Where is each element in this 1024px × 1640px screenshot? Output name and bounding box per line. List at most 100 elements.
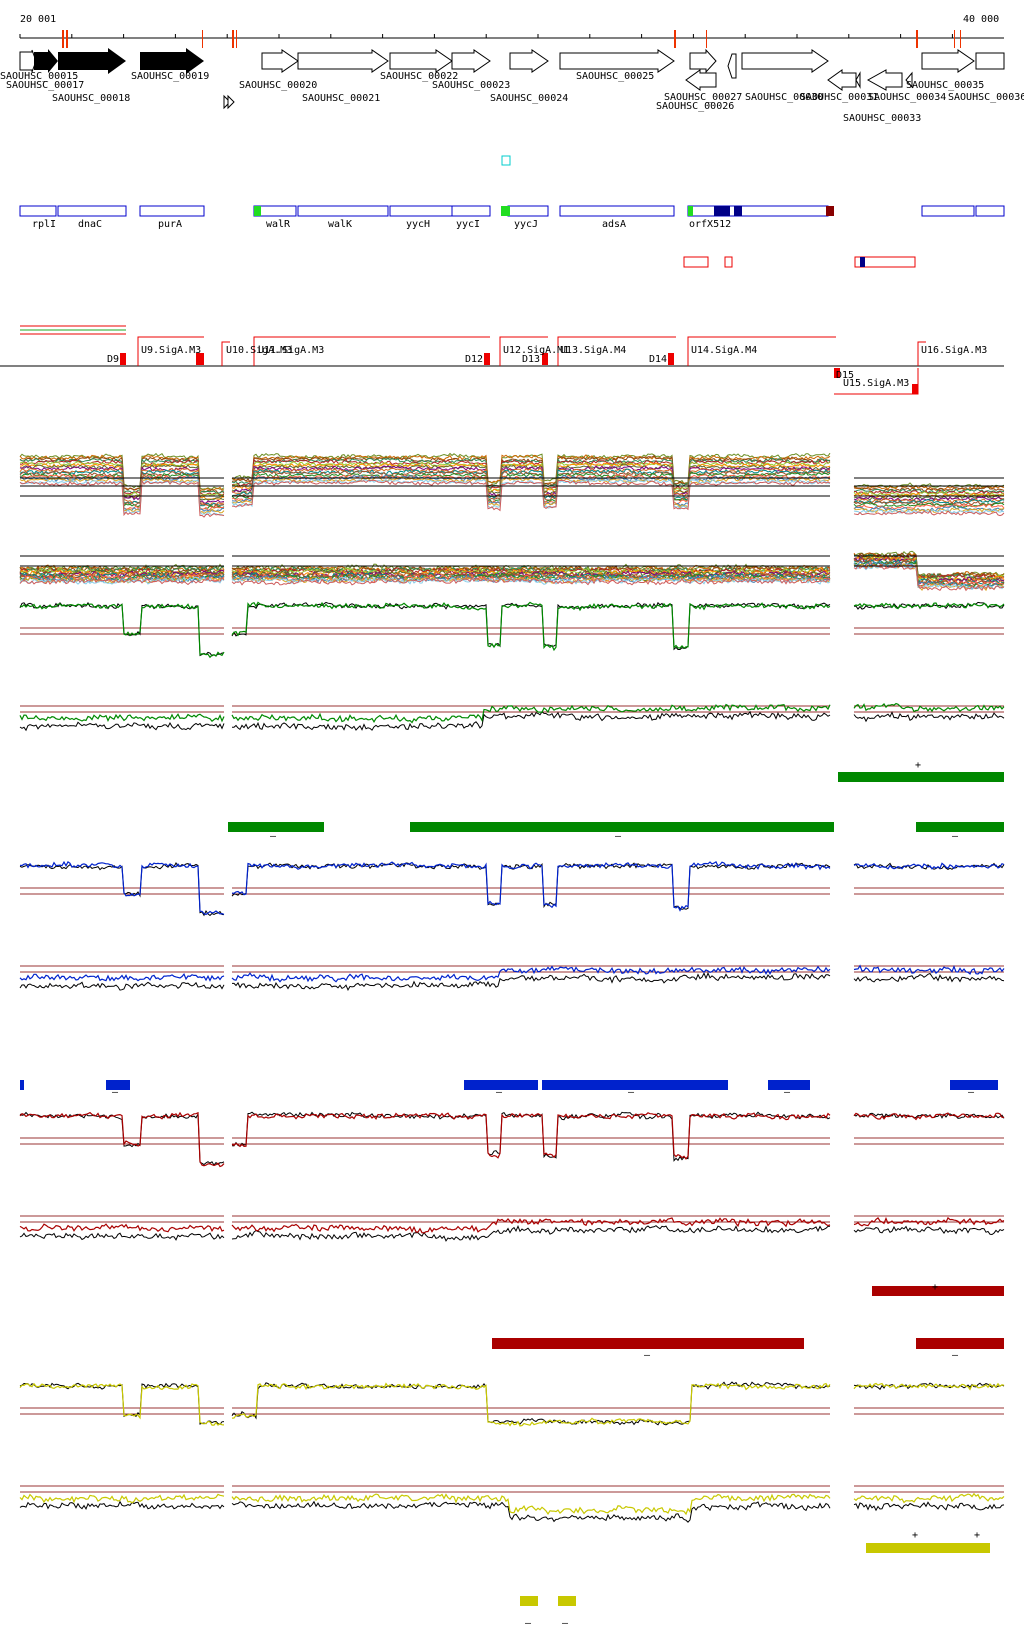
yellow-color-line-1 <box>231 1382 831 1427</box>
promoter-label-D13: D13 <box>522 354 540 365</box>
gene-arrow-00030[interactable] <box>741 49 829 73</box>
annot-box-yycJ[interactable] <box>507 205 549 217</box>
gene-arrow-00033[interactable] <box>866 69 903 91</box>
gene-arrow-00023[interactable] <box>451 49 491 73</box>
region-bar[interactable] <box>838 772 1004 782</box>
red-color-line-1 <box>19 1111 225 1168</box>
sample-line <box>231 452 831 485</box>
gene-label-00023: SAOUHSC_00023 <box>432 80 510 91</box>
gene-name-purA: purA <box>158 219 182 230</box>
yellow-black-line-1 <box>231 1381 831 1426</box>
blue-minus-mark-5: – <box>968 1087 975 1098</box>
strand-marks: + – – – – – – – – + – – + + – – <box>112 760 980 1629</box>
sample-line <box>853 552 1005 579</box>
gene-label-00034: SAOUHSC_00034 <box>868 92 946 103</box>
gene-arrow-00026[interactable] <box>685 69 717 91</box>
sample-line <box>853 482 1005 489</box>
green-minus-mark-2: – <box>615 831 622 842</box>
annot-box-dnaC[interactable] <box>57 205 127 217</box>
coordinate-ruler: 20 001 40 000 <box>19 14 1004 48</box>
green-plus-mark: + <box>915 760 921 771</box>
gene-arrow-00022[interactable] <box>389 49 453 73</box>
gene-label-00025: SAOUHSC_00025 <box>576 71 654 82</box>
sample-line <box>231 471 831 503</box>
region-bar[interactable] <box>768 1080 810 1090</box>
sample-line <box>19 479 225 517</box>
yellow-color-line-2 <box>19 1493 225 1504</box>
annot-box-adsA[interactable] <box>559 205 675 217</box>
gene-arrow-00035[interactable] <box>921 49 975 73</box>
blue-minus-mark-4: – <box>784 1087 791 1098</box>
yellow-black-line-1 <box>853 1382 1005 1391</box>
gene-arrow-00028[interactable] <box>727 53 737 79</box>
region-bar[interactable] <box>492 1338 804 1349</box>
multi-sample-track-2 <box>19 550 1005 592</box>
gene-arrow-00031[interactable] <box>827 69 857 91</box>
promoter-label-D15: D15 <box>836 370 854 381</box>
green-marker-orfX <box>688 206 693 216</box>
blue-minus-mark-2: – <box>496 1087 503 1098</box>
region-bar[interactable] <box>872 1286 1004 1296</box>
region-bar[interactable] <box>20 1080 24 1090</box>
red-color-line-2 <box>231 1217 831 1234</box>
gene-arrow-00032[interactable] <box>855 71 861 89</box>
region-bar[interactable] <box>410 822 834 832</box>
sample-line <box>19 469 225 507</box>
blue-color-line-2 <box>19 972 225 982</box>
region-bar[interactable] <box>228 822 324 832</box>
blue-minus-mark-1: – <box>112 1087 119 1098</box>
gene-label-00035: SAOUHSC_00035 <box>906 80 984 91</box>
region-bar[interactable] <box>950 1080 998 1090</box>
sample-line <box>19 575 225 584</box>
annot-box-walK[interactable] <box>297 205 389 217</box>
promoter-label-U15: U15.SigA.M3 <box>843 378 909 389</box>
gene-label-00026: SAOUHSC_00026 <box>656 101 734 112</box>
gene-arrow-00015[interactable] <box>19 49 37 73</box>
region-bar[interactable] <box>106 1080 130 1090</box>
region-bar[interactable] <box>866 1543 990 1553</box>
promoter-label-U16: U16.SigA.M3 <box>921 345 987 356</box>
sample-line <box>853 559 1005 587</box>
annot-box-yycI[interactable] <box>451 205 491 217</box>
sample-line <box>19 576 225 585</box>
annotation-track <box>19 205 1005 217</box>
gene-arrow-00027[interactable] <box>689 48 717 74</box>
region-bar[interactable] <box>916 822 1004 832</box>
annot-box-purA[interactable] <box>139 205 205 217</box>
blue-color-line-1 <box>19 860 225 916</box>
gene-arrow-00025[interactable] <box>559 49 675 73</box>
gene-arrow-00019[interactable] <box>140 48 204 74</box>
gene-label-00036: SAOUHSC_00036 <box>948 92 1024 103</box>
region-bar[interactable] <box>916 1338 1004 1349</box>
region-bar[interactable] <box>558 1596 576 1606</box>
gene-arrow-00024[interactable] <box>509 49 549 73</box>
gene-name-yycJ: yycJ <box>514 219 538 230</box>
red-color-line-1 <box>231 1112 831 1160</box>
gene-label-00018: SAOUHSC_00018 <box>52 93 130 104</box>
promoter-label-D12: D12 <box>465 354 483 365</box>
annot-box-35[interactable] <box>921 205 975 217</box>
annot-box-rplI[interactable] <box>19 205 57 217</box>
annot-box-yycH[interactable] <box>389 205 453 217</box>
gene-arrow-00036[interactable] <box>975 52 1005 70</box>
gene-label-00019: SAOUHSC_00019 <box>131 71 209 82</box>
green-marker-yycJ <box>501 206 510 216</box>
gene-name-orfX512: orfX512 <box>689 219 731 230</box>
gene-label-00033: SAOUHSC_00033 <box>843 113 921 124</box>
gene-arrow-00020[interactable] <box>261 49 299 73</box>
region-bar[interactable] <box>464 1080 538 1090</box>
gene-arrow-00018[interactable] <box>58 48 126 74</box>
region-bar[interactable] <box>520 1596 538 1606</box>
gene-name-yycH: yycH <box>406 219 430 230</box>
gene-arrow-00021[interactable] <box>297 49 389 73</box>
green-minus-mark-3: – <box>952 831 959 842</box>
red-track <box>19 1111 1005 1242</box>
annot-box-36[interactable] <box>975 205 1005 217</box>
region-bar[interactable] <box>542 1080 728 1090</box>
gene-track: SAOUHSC_00015 SAOUHSC_00017 SAOUHSC_0001… <box>0 48 1024 124</box>
gene-arrow-00034[interactable] <box>905 71 913 89</box>
gene-arrow-00017[interactable] <box>34 49 58 73</box>
annot-box-orfX512[interactable] <box>687 205 829 217</box>
green-black-line-2 <box>232 710 831 731</box>
